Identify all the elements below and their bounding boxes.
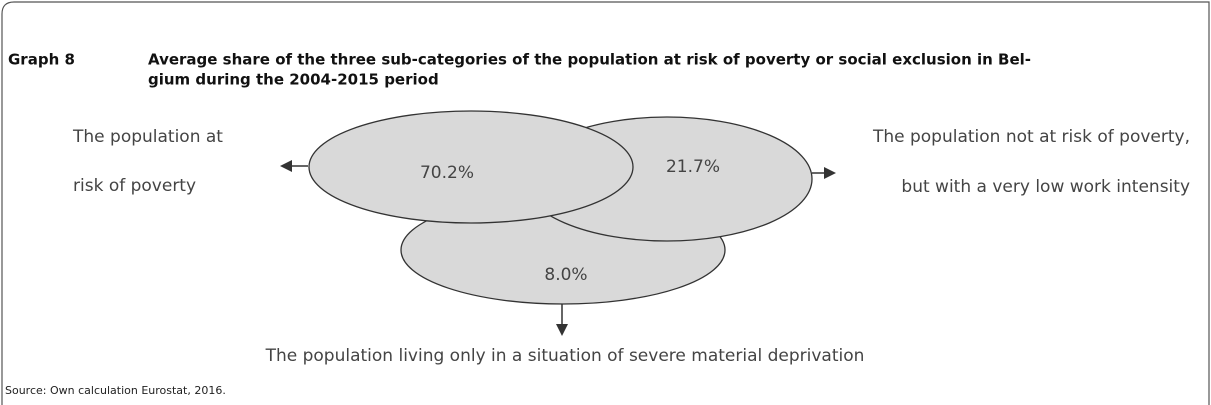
- share-label: 21.7%: [666, 157, 720, 177]
- share-label: 70.2%: [420, 163, 474, 183]
- graph-title: gium during the 2004-2015 period: [148, 71, 439, 89]
- arrow-head: [280, 160, 292, 172]
- source: Source: Own calculation Eurostat, 2016.: [5, 384, 226, 397]
- set-label: but with a very low work intensity: [901, 177, 1190, 197]
- set-label: The population not at risk of poverty,: [872, 127, 1190, 147]
- set-ellipse: [308, 110, 634, 224]
- graph-label: Graph 8: [8, 51, 75, 69]
- arrow-head: [824, 167, 836, 179]
- graph-title: Average share of the three sub-categorie…: [148, 51, 1031, 69]
- share-label: 8.0%: [544, 265, 587, 285]
- set-label: The population living only in a situatio…: [265, 346, 865, 366]
- set-label: The population at: [72, 127, 223, 147]
- set-label: risk of poverty: [73, 176, 196, 196]
- arrow-head: [556, 324, 568, 336]
